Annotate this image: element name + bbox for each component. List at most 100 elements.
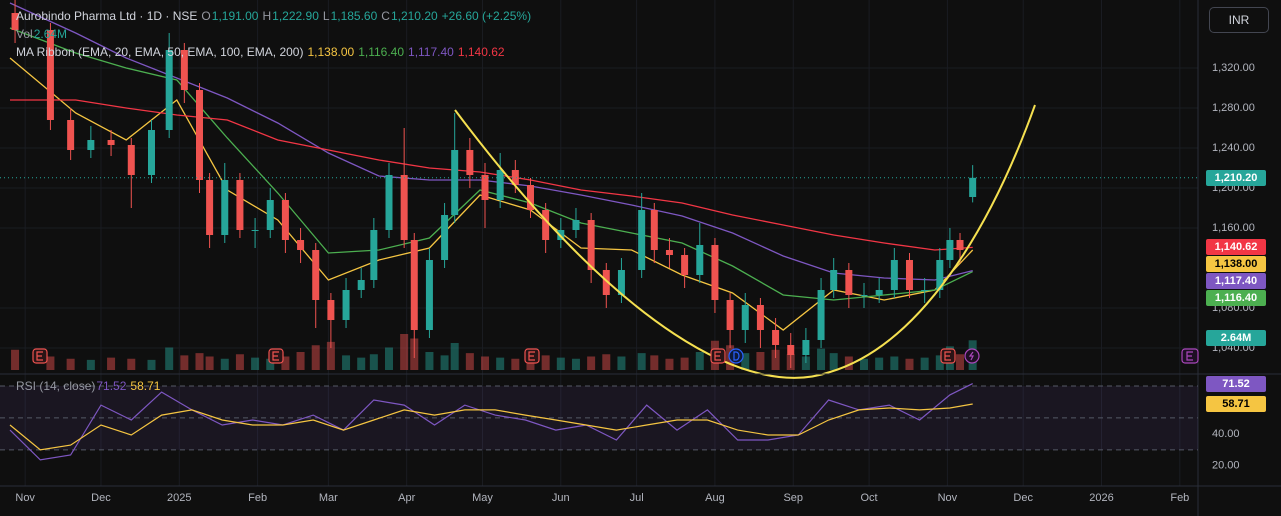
volume-bar (266, 358, 275, 370)
candle-body (385, 175, 393, 230)
x-tick-label: Jun (552, 492, 570, 504)
change: +26.60 (+2.25%) (441, 9, 532, 23)
volume-bar (46, 356, 55, 370)
rsi-value: 71.52 (96, 379, 127, 393)
ohlc-key: O (201, 9, 211, 23)
volume-key: Vol (16, 27, 33, 41)
volume-bar (165, 347, 174, 370)
volume-bar (107, 357, 116, 370)
x-tick-label: Aug (705, 492, 725, 504)
candle-body (617, 270, 625, 295)
volume-bar (511, 358, 520, 370)
x-tick-label: Dec (91, 492, 111, 504)
candle-body (370, 230, 378, 280)
volume-bar (195, 353, 204, 370)
x-tick-label: Feb (1170, 492, 1189, 504)
volume-bar (665, 358, 674, 370)
candle-body (195, 90, 203, 180)
volume-bar (587, 356, 596, 370)
volume-bar (296, 352, 305, 370)
volume-bar (342, 355, 351, 370)
candle-body (251, 230, 259, 231)
x-tick-label: Sep (783, 492, 803, 504)
rsi-tick-label: 40.00 (1212, 428, 1240, 440)
candle-body (236, 180, 244, 230)
volume-bar (650, 355, 659, 370)
volume-bar (637, 353, 646, 370)
candle-body (466, 150, 474, 175)
volume-bar (440, 355, 449, 370)
volume-bar (220, 358, 229, 370)
candle-body (357, 280, 365, 290)
candle-body (817, 290, 825, 340)
candle-body (921, 290, 929, 291)
candle-body (602, 270, 610, 295)
volume-bar (526, 358, 535, 370)
candle-body (587, 220, 595, 270)
candle-body (400, 175, 408, 240)
x-tick-label: 2025 (167, 492, 191, 504)
ohlc-value: 1,222.90 (272, 9, 319, 23)
volume-bar (281, 356, 290, 370)
candle-body (46, 30, 54, 120)
volume-bar (905, 358, 914, 370)
volume-bar (66, 358, 75, 370)
volume-bar (935, 355, 944, 370)
ohlc-key: C (381, 9, 390, 23)
candle-body (511, 170, 519, 185)
volume-bar (147, 359, 156, 370)
candle-body (572, 220, 580, 230)
candle-body (756, 305, 764, 330)
volume-bar (756, 352, 765, 370)
candle-body (180, 50, 188, 90)
x-tick-label: Apr (398, 492, 415, 504)
candle-body (327, 300, 335, 320)
candle-body (875, 290, 883, 295)
volume-bar (369, 354, 378, 370)
ma-label: MA Ribbon (EMA, 20, EMA, 50, EMA, 100, E… (16, 45, 304, 59)
y-tick-label: 1,280.00 (1212, 102, 1255, 114)
ma-value: 1,117.40 (408, 45, 454, 59)
volume-bar (695, 352, 704, 370)
candle-body (441, 215, 449, 260)
volume-bar (205, 356, 214, 370)
x-tick-label: Feb (248, 492, 267, 504)
x-tick-label: Oct (860, 492, 877, 504)
volume-bar (741, 353, 750, 370)
volume-bar (920, 357, 929, 370)
ohlc-key: H (262, 9, 272, 23)
volume-bar (771, 349, 780, 370)
volume-bar (384, 347, 393, 370)
candle-body (481, 175, 489, 200)
candle-body (696, 245, 704, 275)
currency-button[interactable]: INR (1209, 7, 1269, 33)
candle-body (221, 180, 229, 235)
volume-bar (235, 354, 244, 370)
candle-body (741, 305, 749, 330)
volume-bar (956, 354, 965, 370)
volume-legend: Vol2.64M (16, 27, 71, 41)
candle-body (845, 270, 853, 295)
price-badge: 1,117.40 (1206, 273, 1266, 290)
volume-bar (860, 358, 869, 370)
candle-body (665, 250, 673, 255)
rsi-legend: RSI (14, close)71.52 58.71 (16, 379, 164, 393)
ema-line (9, 57, 974, 331)
candle-body (266, 200, 274, 230)
ohlc-key: L (322, 9, 330, 23)
volume-bar (602, 354, 611, 370)
candle-body (711, 245, 719, 300)
volume-bar (541, 355, 550, 370)
ohlc-value: 1,191.00 (211, 9, 259, 23)
volume-bar (450, 343, 459, 370)
candle-body (297, 240, 305, 250)
ma-value: 1,138.00 (307, 45, 355, 59)
x-tick-label: Mar (319, 492, 338, 504)
candle-body (946, 240, 954, 260)
candle-body (890, 260, 898, 290)
candle-body (936, 260, 944, 290)
candle-body (496, 170, 504, 200)
candle-body (681, 255, 689, 275)
candle-body (107, 140, 115, 145)
